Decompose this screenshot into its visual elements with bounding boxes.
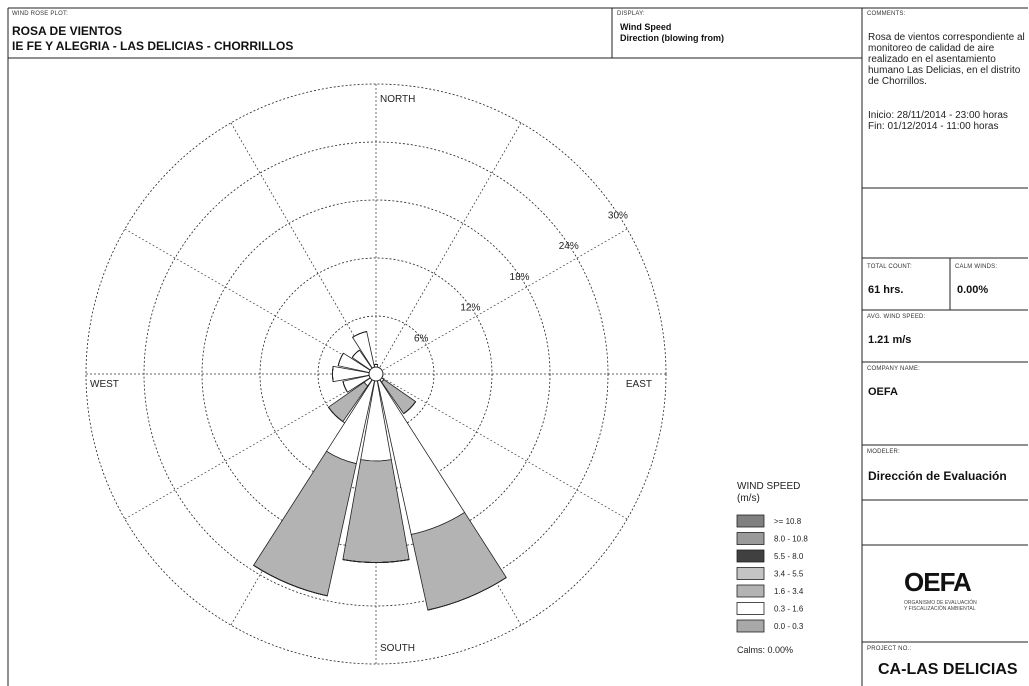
chart-title: ROSA DE VIENTOS bbox=[12, 24, 123, 38]
calms-label: Calms: 0.00% bbox=[737, 645, 793, 655]
direction-label: NORTH bbox=[380, 94, 415, 105]
legend-swatch bbox=[736, 514, 765, 528]
display-text: Direction (blowing from) bbox=[620, 33, 724, 43]
legend-label: 0.0 - 0.3 bbox=[774, 622, 804, 631]
spoke bbox=[375, 228, 628, 375]
spoke bbox=[124, 228, 377, 375]
comment: Fin: 01/12/2014 - 11:00 horas bbox=[868, 121, 999, 132]
legend-swatch bbox=[736, 584, 765, 598]
legend-title: (m/s) bbox=[737, 493, 760, 504]
field-label: TOTAL COUNT: bbox=[867, 264, 912, 270]
logo-caption: Y FISCALIZACIÓN AMBIENTAL bbox=[904, 606, 976, 612]
ring bbox=[85, 83, 667, 665]
ring-label: 24% bbox=[559, 241, 579, 252]
legend-title: WIND SPEED bbox=[737, 481, 800, 492]
comment: Inicio: 28/11/2014 - 23:00 horas bbox=[868, 110, 1008, 121]
comment: Rosa de vientos correspondiente al monit… bbox=[868, 32, 1025, 87]
petal-segment bbox=[328, 406, 344, 422]
field-label: DISPLAY: bbox=[617, 11, 645, 17]
spoke bbox=[375, 122, 522, 375]
field-value: 0.00% bbox=[957, 284, 989, 296]
petal-segment bbox=[351, 349, 360, 358]
ring bbox=[259, 257, 493, 491]
ring-label: 12% bbox=[460, 303, 480, 314]
legend-label: >= 10.8 bbox=[774, 517, 802, 526]
hub bbox=[368, 366, 384, 382]
legend-label: 8.0 - 10.8 bbox=[774, 535, 808, 544]
petal-segment bbox=[342, 381, 348, 393]
legend-swatch bbox=[736, 549, 765, 563]
field-value: OEFA bbox=[868, 386, 898, 398]
direction-label: SOUTH bbox=[380, 643, 415, 654]
legend-swatch bbox=[736, 619, 765, 633]
chart-subtitle: IE FE Y ALEGRIA - LAS DELICIAS - CHORRIL… bbox=[12, 39, 294, 53]
field-label: CALM WINDS: bbox=[955, 264, 998, 270]
ring bbox=[317, 315, 435, 433]
field-value: CA-LAS DELICIAS bbox=[878, 661, 1018, 678]
field-label: PROJECT NO.: bbox=[867, 646, 912, 652]
field-label: AVG. WIND SPEED: bbox=[867, 314, 926, 320]
legend-label: 1.6 - 3.4 bbox=[774, 587, 804, 596]
frame bbox=[7, 7, 1028, 686]
ring-label: 18% bbox=[510, 272, 530, 283]
direction-label: EAST bbox=[626, 379, 652, 390]
petal-segment bbox=[253, 564, 328, 597]
legend-label: 0.3 - 1.6 bbox=[774, 605, 804, 614]
field-label: WIND ROSE PLOT: bbox=[12, 11, 69, 17]
field-value: Dirección de Evaluación bbox=[868, 469, 1007, 483]
field-label: COMMENTS: bbox=[867, 11, 906, 17]
petal-segment bbox=[352, 331, 367, 338]
field-value: 61 hrs. bbox=[868, 284, 904, 296]
legend-swatch bbox=[736, 567, 765, 580]
logo-caption: ORGANISMO DE EVALUACIÓN bbox=[904, 600, 977, 606]
spoke bbox=[230, 122, 377, 375]
legend-swatch bbox=[736, 532, 765, 545]
direction-label: WEST bbox=[90, 379, 119, 390]
legend-swatch bbox=[736, 602, 765, 615]
field-label: COMPANY NAME: bbox=[867, 366, 921, 372]
petal-segment bbox=[332, 366, 334, 382]
ring bbox=[143, 141, 609, 607]
logo: OEFA bbox=[904, 567, 972, 597]
spoke bbox=[124, 373, 377, 520]
ring-label: 30% bbox=[608, 210, 628, 221]
field-value: 1.21 m/s bbox=[868, 334, 912, 346]
field-label: MODELER: bbox=[867, 449, 900, 455]
spoke bbox=[375, 373, 628, 520]
display-text: Wind Speed bbox=[620, 22, 672, 32]
legend-label: 3.4 - 5.5 bbox=[774, 570, 804, 579]
ring-label: 6% bbox=[414, 333, 429, 344]
legend-label: 5.5 - 8.0 bbox=[774, 552, 804, 561]
